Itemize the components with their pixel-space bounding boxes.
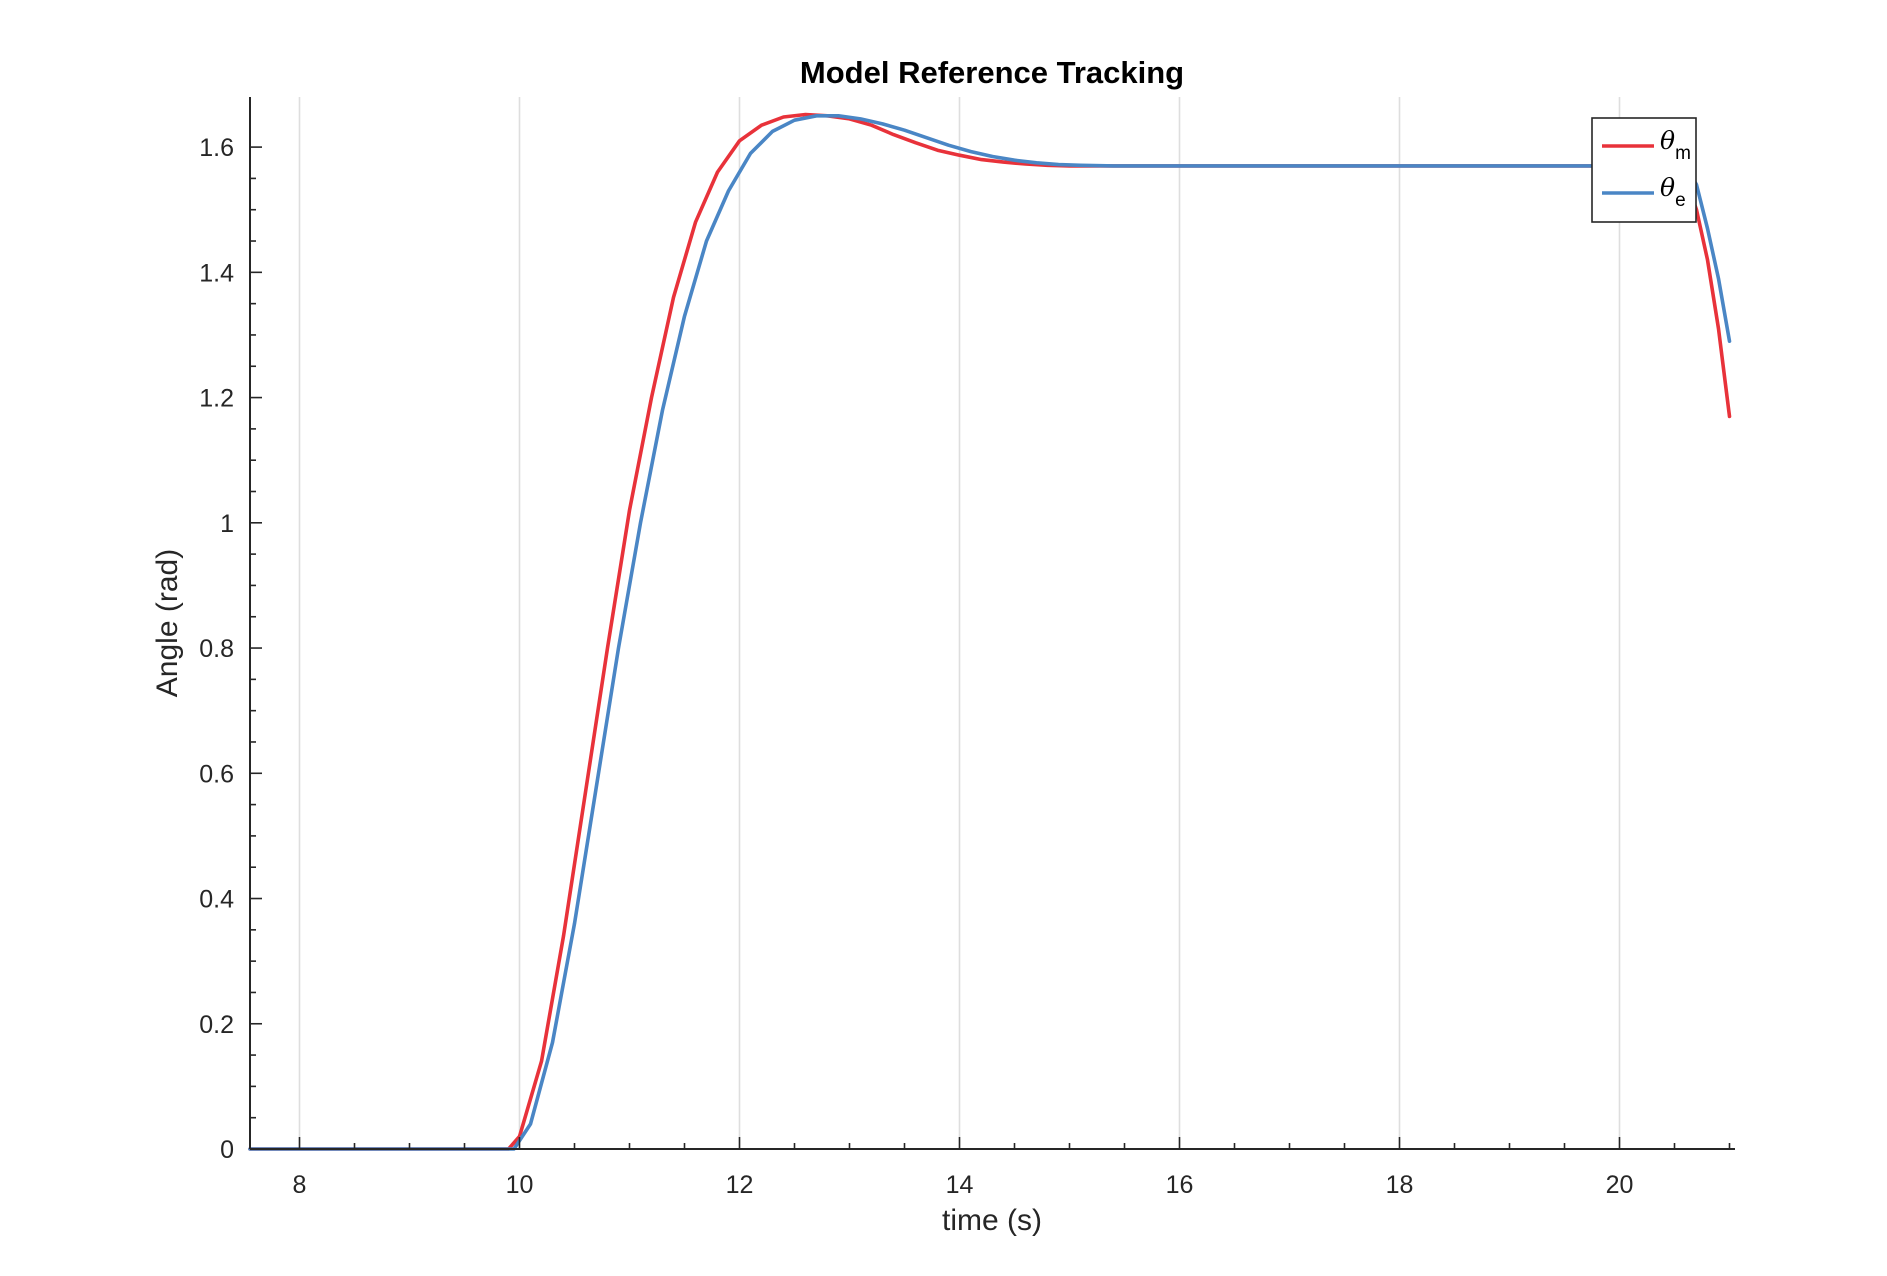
x-tick-label: 12 [726,1171,754,1199]
y-tick-label: 0.2 [199,1011,234,1039]
x-tick-label: 16 [1166,1171,1194,1199]
series-lines [248,112,1732,1151]
series-line-e [248,114,1732,1151]
x-tick-label: 8 [293,1171,307,1199]
y-tick-label: 1 [220,510,234,538]
x-tick-label: 20 [1606,1171,1634,1199]
legend-subscript: m [1675,143,1691,164]
x-tick-label: 10 [506,1171,534,1199]
x-axis-title: time (s) [942,1204,1042,1237]
ticks [250,146,1731,1150]
chart-title: Model Reference Tracking [800,55,1184,90]
x-tick-label: 18 [1386,1171,1414,1199]
grid-lines [298,97,1621,1149]
y-tick-label: 1.6 [199,134,234,162]
tick-labels: 0 0.2 0.4 0.6 0.8 1 1.2 1.4 1.6 8 10 12 14 16 18 20 [199,134,1633,1199]
legend-box [1591,117,1697,223]
y-tick-label: 0.8 [199,635,234,663]
legend-subscript: e [1675,190,1686,211]
y-axis-title: Angle (rad) [151,549,184,697]
y-tick-label: 1.2 [199,385,234,413]
x-tick-label: 14 [946,1171,974,1199]
y-tick-label: 1.4 [199,259,234,287]
y-tick-label: 0.6 [199,760,234,788]
y-tick-label: 0 [220,1136,234,1164]
plot-area [250,97,1735,1149]
y-tick-label: 0.4 [199,886,234,914]
